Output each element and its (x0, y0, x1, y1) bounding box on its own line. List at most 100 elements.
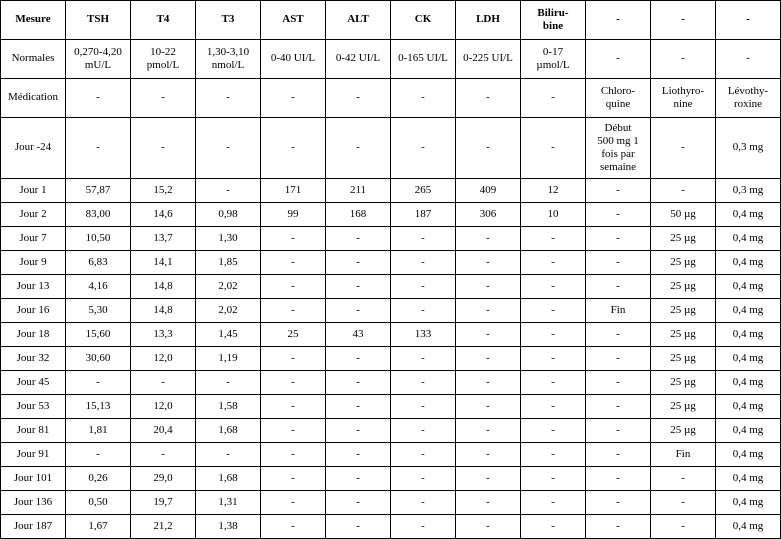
cell: - (521, 118, 586, 179)
table-row: Normales0,270-4,20mU/L10-22pmol/L1,30-3,… (1, 40, 781, 79)
table-row: Jour 134,1614,82,02------25 µg0,4 mg (1, 275, 781, 299)
table-row: Jour 3230,6012,01,19------25 µg0,4 mg (1, 347, 781, 371)
cell: - (326, 395, 391, 419)
table-row: Jour 811,8120,41,68------25 µg0,4 mg (1, 419, 781, 443)
cell: - (521, 251, 586, 275)
cell: - (586, 347, 651, 371)
cell: 1,19 (196, 347, 261, 371)
cell: - (391, 467, 456, 491)
cell: 265 (391, 179, 456, 203)
cell: 0,3 mg (716, 179, 781, 203)
cell: 0,4 mg (716, 443, 781, 467)
cell: 0-42 UI/L (326, 40, 391, 79)
cell: - (456, 419, 521, 443)
cell: 15,60 (66, 323, 131, 347)
cell: 12,0 (131, 347, 196, 371)
table-row: Jour 157,8715,2-17121126540912--0,3 mg (1, 179, 781, 203)
cell: 0,50 (66, 491, 131, 515)
cell: - (391, 395, 456, 419)
cell: 29,0 (131, 467, 196, 491)
cell: 0-225 UI/L (456, 40, 521, 79)
cell: - (391, 275, 456, 299)
cell: - (521, 515, 586, 539)
cell: - (651, 491, 716, 515)
table-row: Jour 1815,6013,31,452543133---25 µg0,4 m… (1, 323, 781, 347)
cell: 25 µg (651, 275, 716, 299)
cell: 25 µg (651, 371, 716, 395)
cell: 0,4 mg (716, 227, 781, 251)
cell: 14,6 (131, 203, 196, 227)
cell: - (456, 79, 521, 118)
cell: - (586, 515, 651, 539)
cell: 10-22pmol/L (131, 40, 196, 79)
cell: 0,4 mg (716, 299, 781, 323)
cell: - (391, 227, 456, 251)
cell: - (391, 118, 456, 179)
table-row: Jour 165,3014,82,02-----Fin25 µg0,4 mg (1, 299, 781, 323)
cell: - (196, 118, 261, 179)
table-row: Jour 283,0014,60,989916818730610-50 µg0,… (1, 203, 781, 227)
table-row: Jour 45---------25 µg0,4 mg (1, 371, 781, 395)
cell: - (651, 515, 716, 539)
cell: 0,4 mg (716, 203, 781, 227)
cell: 1,85 (196, 251, 261, 275)
cell: 14,1 (131, 251, 196, 275)
cell: - (716, 40, 781, 79)
cell: - (196, 79, 261, 118)
cell: 187 (391, 203, 456, 227)
cell: 0,4 mg (716, 275, 781, 299)
cell: - (326, 515, 391, 539)
cell: - (131, 443, 196, 467)
cell: - (651, 118, 716, 179)
cell: - (131, 371, 196, 395)
table-row: Médication--------Chloro-quineLiothyro-n… (1, 79, 781, 118)
cell: - (586, 419, 651, 443)
table-row: Jour 710,5013,71,30------25 µg0,4 mg (1, 227, 781, 251)
header-row: MesureTSHT4T3ASTALTCKLDHBiliru-bine--- (1, 1, 781, 40)
col-header-ck: CK (391, 1, 456, 40)
cell: 211 (326, 179, 391, 203)
cell: 43 (326, 323, 391, 347)
cell: 171 (261, 179, 326, 203)
cell: - (586, 323, 651, 347)
cell: 12,0 (131, 395, 196, 419)
cell: 1,30-3,10nmol/L (196, 40, 261, 79)
cell: - (456, 251, 521, 275)
cell: - (456, 395, 521, 419)
cell: - (326, 443, 391, 467)
cell: 0,4 mg (716, 323, 781, 347)
col-header-alt: ALT (326, 1, 391, 40)
cell: 133 (391, 323, 456, 347)
cell: 25 µg (651, 395, 716, 419)
cell: 99 (261, 203, 326, 227)
cell: 14,8 (131, 299, 196, 323)
cell: - (391, 371, 456, 395)
row-label: Jour 45 (1, 371, 66, 395)
cell: - (521, 275, 586, 299)
cell: - (261, 299, 326, 323)
cell: 13,7 (131, 227, 196, 251)
cell: - (326, 419, 391, 443)
row-label: Jour 53 (1, 395, 66, 419)
cell: Fin (651, 443, 716, 467)
cell: 1,30 (196, 227, 261, 251)
cell: - (66, 371, 131, 395)
cell: 0,4 mg (716, 515, 781, 539)
cell: - (261, 515, 326, 539)
row-label: Jour 101 (1, 467, 66, 491)
row-label: Jour 7 (1, 227, 66, 251)
col-header-ast: AST (261, 1, 326, 40)
cell: - (586, 371, 651, 395)
cell: - (521, 299, 586, 323)
cell: - (456, 467, 521, 491)
cell: - (521, 443, 586, 467)
cell: - (586, 275, 651, 299)
cell: - (326, 467, 391, 491)
cell: 30,60 (66, 347, 131, 371)
cell: - (586, 203, 651, 227)
cell: - (521, 371, 586, 395)
cell: - (391, 419, 456, 443)
cell: 0,4 mg (716, 467, 781, 491)
cell: - (651, 467, 716, 491)
cell: - (391, 347, 456, 371)
